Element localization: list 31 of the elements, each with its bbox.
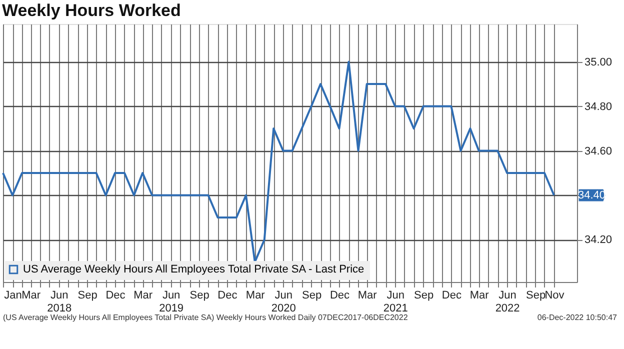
x-tick-label: Sep — [302, 290, 322, 302]
y-tick-label: 35.00 — [584, 56, 612, 68]
text: 06-Dec-2022 10:50:47 — [537, 313, 618, 322]
x-tick-label: Mar — [134, 290, 153, 302]
annotation: 34.40 — [578, 189, 606, 202]
x-tick-label: Sep — [190, 290, 210, 302]
text: (US Average Weekly Hours All Employees Total Private SA) Weekly Hours Worked Daily 07DEC2017-06DEC2022 — [3, 313, 408, 322]
x-tick-label: Jun 2021 — [383, 290, 408, 314]
x-tick-label: Mar — [358, 290, 378, 302]
x-tick-label: Jun 2019 — [159, 290, 184, 314]
x-tick-label: Dec — [106, 290, 126, 302]
x-tick-label: Sep — [78, 290, 98, 302]
x-tick-label: Jun 2022 — [495, 290, 520, 314]
x-tick-label: Dec — [330, 290, 350, 302]
x-tick-label: Mar — [246, 290, 266, 302]
x-tick-label: Jun 2018 — [47, 290, 72, 314]
x-tick-label: Jun 2020 — [271, 290, 296, 314]
x-tick-label: Mar — [470, 290, 490, 302]
x-tick-label: Nov — [544, 290, 565, 302]
line-series — [2, 60, 555, 263]
x-tick-label: Jan — [4, 290, 22, 302]
legend-label: US Average Weekly Hours All Employees Total Private SA - Last Price — [23, 264, 364, 276]
y-tick-label: 34.60 — [584, 145, 612, 158]
y-tick-label: 34.80 — [584, 100, 612, 113]
x-tick-label: Sep — [526, 290, 546, 302]
chart-title: Weekly Hours Worked — [2, 1, 181, 20]
y-tick-label: 34.20 — [584, 234, 612, 246]
x-tick-label: Dec — [442, 290, 462, 302]
x-tick-label: Sep — [414, 290, 434, 302]
x-tick-label: Mar — [22, 290, 41, 302]
x-tick-label: Dec — [218, 290, 238, 302]
